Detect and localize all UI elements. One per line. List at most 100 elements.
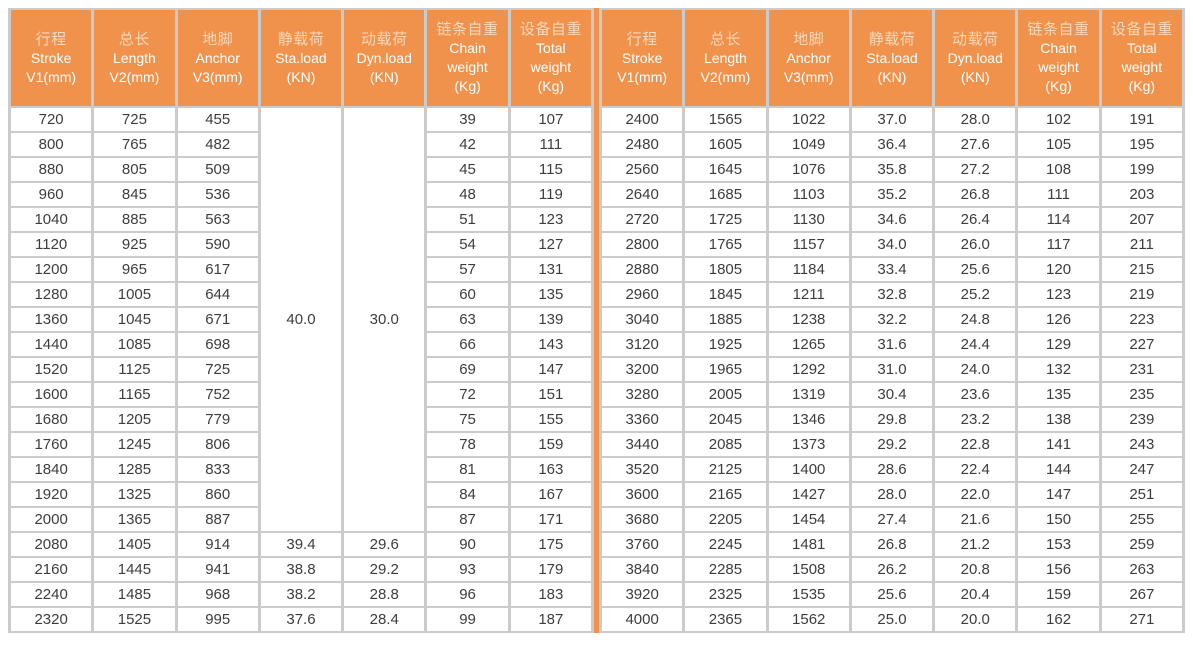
table-row: 4000 2365 1562 25.0 20.0 162 271 — [602, 608, 1182, 631]
column-header-line: Chain — [1040, 40, 1077, 56]
cell-length: 2245 — [685, 533, 766, 556]
cell-stroke: 3120 — [602, 333, 683, 356]
cell-stroke: 3440 — [602, 433, 683, 456]
column-header-line: weight — [447, 59, 488, 75]
cell-dyn-load: 23.6 — [935, 383, 1016, 406]
cell-anchor: 1211 — [768, 283, 849, 306]
column-header-total-weight: 设备自重 Total weight (Kg) — [510, 10, 591, 106]
cell-total-weight: 251 — [1101, 483, 1182, 506]
cell-stroke: 2000 — [11, 508, 92, 531]
cell-total-weight: 195 — [1101, 133, 1182, 156]
cell-anchor: 860 — [177, 483, 258, 506]
column-header-zh: 总长 — [118, 30, 150, 48]
column-header-line: V2(mm) — [700, 68, 751, 85]
column-header-zh: 总长 — [709, 30, 741, 48]
cell-length: 1085 — [94, 333, 175, 356]
cell-dyn-load: 22.4 — [935, 458, 1016, 481]
cell-sta-load: 37.0 — [851, 108, 933, 131]
cell-length: 1805 — [685, 258, 766, 281]
column-header-line: V3(mm) — [783, 68, 834, 85]
cell-length: 1725 — [685, 208, 766, 231]
cell-stroke: 3840 — [602, 558, 683, 581]
cell-chain-weight: 141 — [1018, 433, 1099, 456]
cell-chain-weight: 63 — [427, 308, 508, 331]
cell-anchor: 563 — [177, 208, 258, 231]
cell-sta-load: 35.2 — [851, 183, 933, 206]
cell-total-weight: 123 — [510, 208, 591, 231]
cell-dyn-load: 27.6 — [935, 133, 1016, 156]
cell-sta-load: 25.0 — [851, 608, 933, 631]
cell-length: 845 — [94, 183, 175, 206]
cell-chain-weight: 48 — [427, 183, 508, 206]
cell-dyn-load: 28.0 — [935, 108, 1016, 131]
cell-sta-load: 33.4 — [851, 258, 933, 281]
cell-dyn-load: 21.2 — [935, 533, 1016, 556]
column-header-line: (Kg) — [454, 78, 481, 94]
cell-stroke: 2560 — [602, 158, 683, 181]
table-row: 880 805 509 45 115 — [11, 158, 591, 181]
cell-dyn-load: 20.8 — [935, 558, 1016, 581]
cell-dyn-load: 22.0 — [935, 483, 1016, 506]
cell-dyn-load: 28.8 — [344, 583, 425, 606]
cell-anchor: 1022 — [768, 108, 849, 131]
cell-stroke: 3760 — [602, 533, 683, 556]
cell-chain-weight: 90 — [427, 533, 508, 556]
cell-length: 2325 — [685, 583, 766, 606]
cell-total-weight: 207 — [1101, 208, 1182, 231]
cell-length: 2165 — [685, 483, 766, 506]
column-header-line: Total — [1127, 40, 1157, 56]
cell-stroke: 3280 — [602, 383, 683, 406]
cell-dyn-load: 25.2 — [935, 283, 1016, 306]
cell-anchor: 1292 — [768, 358, 849, 381]
cell-anchor: 509 — [177, 158, 258, 181]
column-header-chain-weight: 链条自重 Chain weight (Kg) — [427, 10, 508, 106]
column-header-line: V1(mm) — [617, 68, 668, 85]
cell-dyn-load: 21.6 — [935, 508, 1016, 531]
cell-sta-load: 29.8 — [851, 408, 933, 431]
column-header-line: Sta.load — [275, 49, 327, 66]
cell-stroke: 720 — [11, 108, 92, 131]
cell-anchor: 1481 — [768, 533, 849, 556]
cell-total-weight: 159 — [510, 433, 591, 456]
cell-stroke: 2320 — [11, 608, 92, 631]
cell-anchor: 833 — [177, 458, 258, 481]
cell-chain-weight: 42 — [427, 133, 508, 156]
column-header-line: V3(mm) — [192, 68, 243, 85]
cell-chain-weight: 96 — [427, 583, 508, 606]
column-header-line: Sta.load — [866, 49, 918, 66]
column-header-line: Stroke — [621, 49, 663, 66]
table-row: 1440 1085 698 66 143 — [11, 333, 591, 356]
column-header-anchor: 地脚 Anchor V3(mm) — [768, 10, 849, 106]
cell-length: 1285 — [94, 458, 175, 481]
right-header: 行程 Stroke V1(mm) 总长 Length V2(mm) 地脚 Anchor V3(m… — [602, 10, 1182, 106]
table-row: 3920 2325 1535 25.6 20.4 159 267 — [602, 583, 1182, 606]
table-row: 2160 1445 941 38.8 29.2 93 179 — [11, 558, 591, 581]
cell-length: 1165 — [94, 383, 175, 406]
table-divider — [594, 8, 599, 633]
cell-chain-weight: 84 — [427, 483, 508, 506]
column-header-dyn-load: 动载荷 Dyn.load (KN) — [344, 10, 425, 106]
cell-length: 725 — [94, 108, 175, 131]
cell-length: 1605 — [685, 133, 766, 156]
column-header-zh: 地脚 — [793, 30, 825, 48]
column-header-chain-weight: 链条自重 Chain weight (Kg) — [1018, 10, 1099, 106]
cell-stroke: 1760 — [11, 433, 92, 456]
cell-chain-weight: 162 — [1018, 608, 1099, 631]
cell-sta-load: 26.8 — [851, 533, 933, 556]
cell-dyn-load: 25.6 — [935, 258, 1016, 281]
left-body: 720 725 455 40.0 30.0 39 107 800 765 482 42 111 880 8… — [11, 108, 591, 631]
column-header-zh: 设备自重 — [1110, 21, 1173, 38]
cell-chain-weight: 78 — [427, 433, 508, 456]
table-row: 800 765 482 42 111 — [11, 133, 591, 156]
cell-stroke: 3040 — [602, 308, 683, 331]
cell-sta-load: 25.6 — [851, 583, 933, 606]
cell-total-weight: 179 — [510, 558, 591, 581]
cell-anchor: 968 — [177, 583, 258, 606]
cell-chain-weight: 75 — [427, 408, 508, 431]
cell-anchor: 1157 — [768, 233, 849, 256]
cell-anchor: 806 — [177, 433, 258, 456]
cell-stroke: 2480 — [602, 133, 683, 156]
column-header-line: Anchor — [786, 49, 831, 66]
cell-total-weight: 107 — [510, 108, 591, 131]
column-header-zh: 动载荷 — [361, 30, 408, 48]
